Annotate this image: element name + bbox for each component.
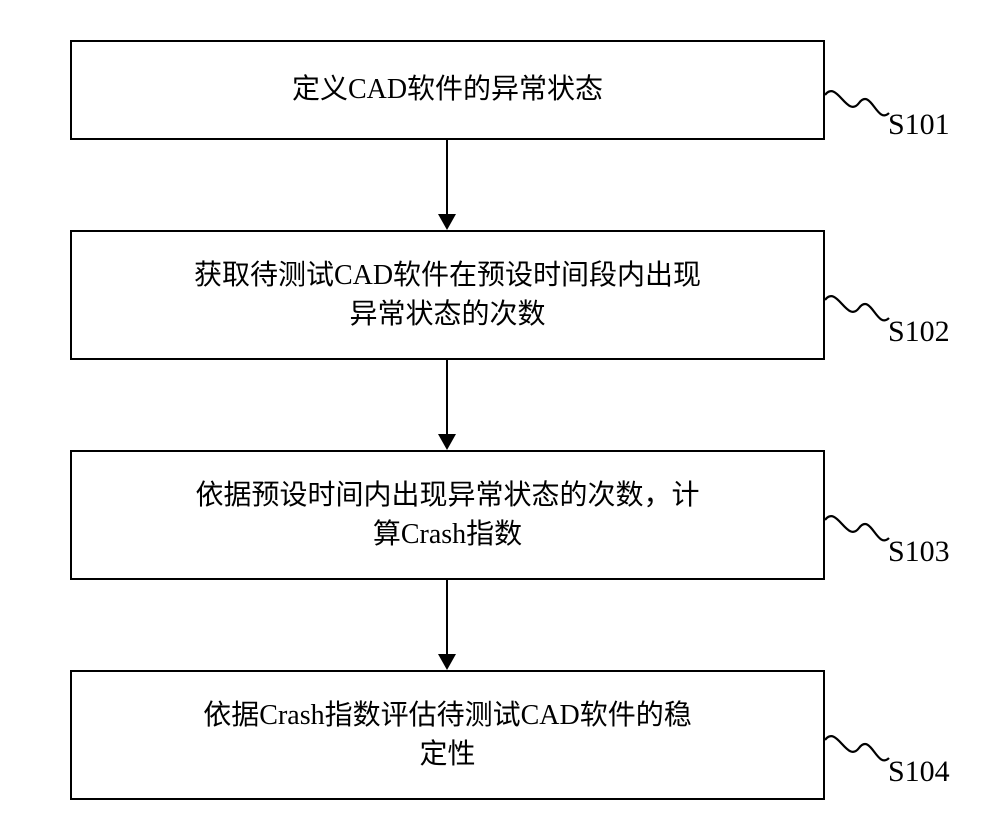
squiggle-s104: [825, 730, 890, 775]
step-box-s103: 依据预设时间内出现异常状态的次数，计 算Crash指数: [70, 450, 825, 580]
flowchart-diagram: 定义CAD软件的异常状态 S101 获取待测试CAD软件在预设时间段内出现 异常…: [0, 0, 1000, 836]
arrow-s101-s102: [437, 140, 457, 232]
squiggle-s103: [825, 510, 890, 555]
arrow-s103-s104: [437, 580, 457, 672]
step-label-s104: 依据Crash指数评估待测试CAD软件的稳 定性: [203, 696, 691, 774]
step-box-s102: 获取待测试CAD软件在预设时间段内出现 异常状态的次数: [70, 230, 825, 360]
step-label-s103: 依据预设时间内出现异常状态的次数，计 算Crash指数: [195, 476, 699, 554]
squiggle-s101: [825, 85, 890, 130]
step-tag-s101: S101: [888, 108, 950, 142]
arrow-s102-s103: [437, 360, 457, 452]
step-tag-s104: S104: [888, 755, 950, 789]
squiggle-s102: [825, 290, 890, 335]
step-label-s102: 获取待测试CAD软件在预设时间段内出现 异常状态的次数: [194, 256, 701, 334]
step-box-s104: 依据Crash指数评估待测试CAD软件的稳 定性: [70, 670, 825, 800]
step-label-s101: 定义CAD软件的异常状态: [292, 70, 603, 109]
step-box-s101: 定义CAD软件的异常状态: [70, 40, 825, 140]
step-tag-s103: S103: [888, 535, 950, 569]
step-tag-s102: S102: [888, 315, 950, 349]
